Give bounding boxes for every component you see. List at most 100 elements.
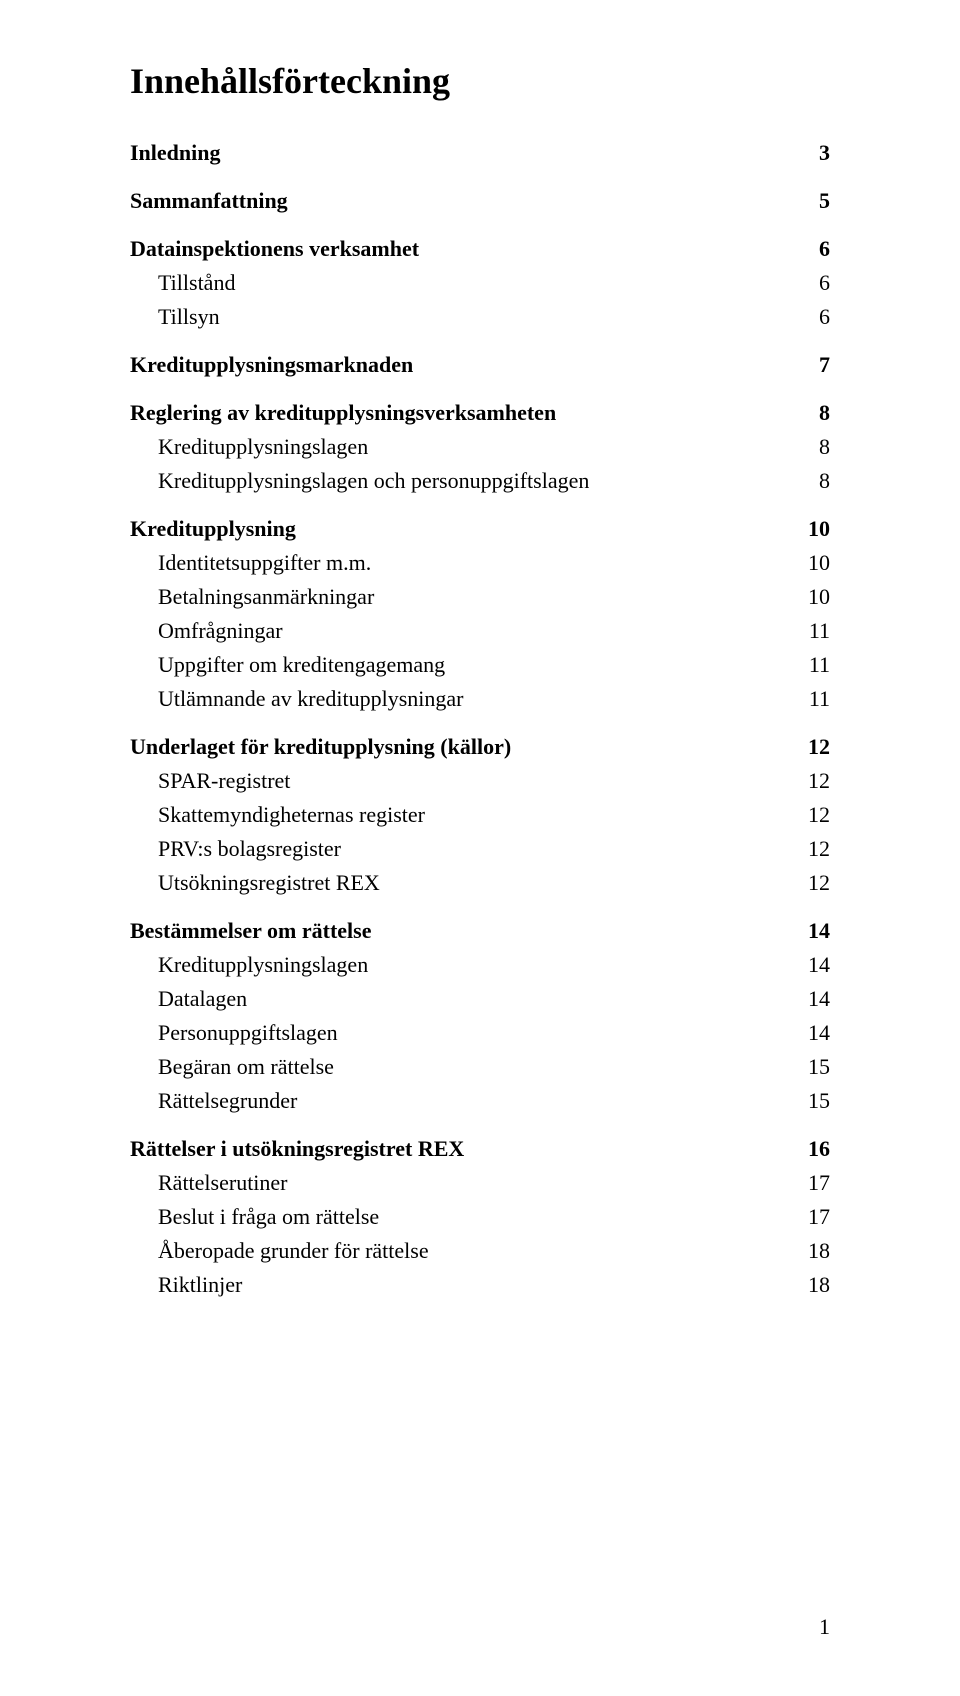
toc-entry-page: 8 (806, 434, 830, 460)
toc-entry-label: Datainspektionens verksamhet (130, 236, 419, 262)
toc-entry-page: 14 (806, 952, 830, 978)
toc-entry-label: Reglering av kreditupplysningsverksamhet… (130, 400, 556, 426)
toc-entry: Omfrågningar 11 (158, 618, 830, 644)
toc-leader (288, 207, 806, 208)
toc-entry-page: 3 (806, 140, 830, 166)
toc-entry-label: PRV:s bolagsregister (158, 836, 341, 862)
toc-entry-page: 14 (806, 918, 830, 944)
toc-entry: Kreditupplysningsmarknaden 7 (130, 352, 830, 378)
toc-entry: Kreditupplysningslagen och personuppgift… (158, 468, 830, 494)
toc-title: Innehållsförteckning (130, 60, 830, 102)
toc-entry: Kreditupplysning 10 (130, 516, 830, 542)
toc-entry: Rättelserutiner17 (158, 1170, 830, 1196)
toc-entry-page: 8 (806, 468, 830, 494)
toc-entry-page: 12 (806, 768, 830, 794)
toc-entry-label: Datalagen (158, 986, 247, 1012)
toc-entry: Personuppgiftslagen 14 (158, 1020, 830, 1046)
toc-entry-page: 6 (806, 304, 830, 330)
toc-leader (464, 1155, 806, 1156)
toc-entry-page: 11 (806, 618, 830, 644)
toc-entry: Begäran om rättelse 15 (158, 1054, 830, 1080)
toc-leader (419, 255, 806, 256)
toc-entry-page: 12 (806, 734, 830, 760)
toc-entry-page: 7 (806, 352, 830, 378)
toc-entry-label: Betalningsanmärkningar (158, 584, 374, 610)
toc-entry: Tillsyn 6 (158, 304, 830, 330)
toc-entry-label: Bestämmelser om rättelse (130, 918, 372, 944)
toc-entry-page: 11 (806, 652, 830, 678)
toc-entry: Bestämmelser om rättelse 14 (130, 918, 830, 944)
toc-entry-page: 12 (806, 836, 830, 862)
toc-entry-label: Riktlinjer (158, 1272, 242, 1298)
toc-entry-page: 11 (806, 686, 830, 712)
toc-entry-label: Kreditupplysningslagen (158, 952, 368, 978)
toc-entry-page: 16 (806, 1136, 830, 1162)
toc-entry-label: Tillstånd (158, 270, 235, 296)
toc-entry-label: Identitetsuppgifter m.m. (158, 550, 371, 576)
toc-entry-label: Utsökningsregistret REX (158, 870, 380, 896)
toc-entry-page: 8 (806, 400, 830, 426)
toc-entry: Utsökningsregistret REX 12 (158, 870, 830, 896)
toc-entry-page: 14 (806, 1020, 830, 1046)
toc-entry: Kreditupplysningslagen 8 (158, 434, 830, 460)
toc-entry-page: 14 (806, 986, 830, 1012)
toc-entry-label: Rättelser i utsökningsregistret REX (130, 1136, 464, 1162)
toc-entry: Sammanfattning 5 (130, 188, 830, 214)
toc-entry-page: 18 (806, 1238, 830, 1264)
toc-entry: Beslut i fråga om rättelse 17 (158, 1204, 830, 1230)
toc-entry-label: Inledning (130, 140, 221, 166)
toc-entry: Skattemyndigheternas register 12 (158, 802, 830, 828)
toc-entry: SPAR-registret 12 (158, 768, 830, 794)
toc-entry-label: Rättelserutiner (158, 1170, 288, 1196)
toc-entry: Uppgifter om kreditengagemang 11 (158, 652, 830, 678)
toc-leader (372, 937, 807, 938)
toc-entry-page: 6 (806, 270, 830, 296)
toc-entry-label: Tillsyn (158, 304, 220, 330)
toc-entry-page: 15 (806, 1054, 830, 1080)
toc-entry-label: Begäran om rättelse (158, 1054, 334, 1080)
toc-entry-page: 12 (806, 802, 830, 828)
toc-entry: Tillstånd 6 (158, 270, 830, 296)
toc-entry-label: Kreditupplysningslagen och personuppgift… (158, 468, 589, 494)
toc-entry-label: Beslut i fråga om rättelse (158, 1204, 379, 1230)
toc-entry: Identitetsuppgifter m.m. 10 (158, 550, 830, 576)
toc-entry-label: SPAR-registret (158, 768, 290, 794)
toc-entry-page: 5 (806, 188, 830, 214)
document-page: Innehållsförteckning Inledning 3 Sammanfat… (0, 0, 960, 1696)
toc-leader (221, 159, 807, 160)
toc-entry-label: Underlaget för kreditupplysning (källor) (130, 734, 511, 760)
toc-entry-page: 12 (806, 870, 830, 896)
toc-leader (556, 419, 806, 420)
toc-entry-page: 10 (806, 550, 830, 576)
toc-leader (413, 371, 806, 372)
toc-root: Inledning 3 Sammanfattning 5 Datainspektione… (130, 140, 830, 1298)
toc-entry-label: Åberopade grunder för rättelse (158, 1238, 429, 1264)
toc-entry-label: Rättelsegrunder (158, 1088, 297, 1114)
toc-entry: Riktlinjer 18 (158, 1272, 830, 1298)
toc-entry-label: Uppgifter om kreditengagemang (158, 652, 445, 678)
toc-entry-page: 6 (806, 236, 830, 262)
toc-entry-page: 15 (806, 1088, 830, 1114)
toc-entry-label: Kreditupplysningsmarknaden (130, 352, 413, 378)
toc-leader (296, 535, 806, 536)
toc-entry: Kreditupplysningslagen 14 (158, 952, 830, 978)
toc-entry-page: 17 (806, 1204, 830, 1230)
toc-entry-label: Skattemyndigheternas register (158, 802, 425, 828)
toc-entry-label: Personuppgiftslagen (158, 1020, 338, 1046)
toc-entry: Utlämnande av kreditupplysningar11 (158, 686, 830, 712)
toc-entry-page: 18 (806, 1272, 830, 1298)
toc-entry: Åberopade grunder för rättelse 18 (158, 1238, 830, 1264)
toc-entry-label: Kreditupplysningslagen (158, 434, 368, 460)
toc-entry-label: Omfrågningar (158, 618, 283, 644)
toc-entry: Datalagen 14 (158, 986, 830, 1012)
toc-entry: Rättelser i utsökningsregistret REX 16 (130, 1136, 830, 1162)
toc-entry-label: Kreditupplysning (130, 516, 296, 542)
toc-entry: Betalningsanmärkningar 10 (158, 584, 830, 610)
toc-entry-page: 10 (806, 516, 830, 542)
toc-entry: Inledning 3 (130, 140, 830, 166)
toc-entry: Rättelsegrunder 15 (158, 1088, 830, 1114)
toc-entry-label: Sammanfattning (130, 188, 288, 214)
toc-entry: PRV:s bolagsregister 12 (158, 836, 830, 862)
toc-entry: Reglering av kreditupplysningsverksamhet… (130, 400, 830, 426)
toc-entry-page: 10 (806, 584, 830, 610)
